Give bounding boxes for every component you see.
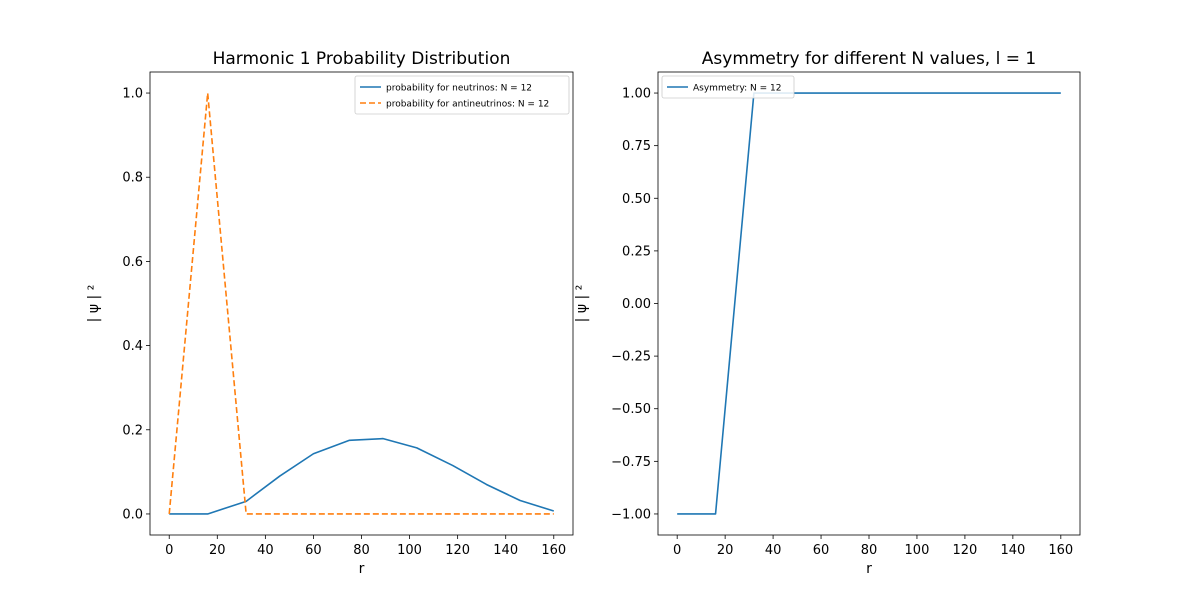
y-tick-label: 0.75 (622, 139, 651, 154)
x-tick-label: 160 (1048, 543, 1073, 558)
x-tick-label: 120 (952, 543, 977, 558)
x-tick-label: 120 (445, 543, 470, 558)
x-tick-label: 40 (257, 543, 274, 558)
legend-box (661, 75, 795, 99)
x-tick-label: 60 (305, 543, 322, 558)
series-line-1 (677, 92, 1061, 515)
chart-panel-2: Asymmetry for different N values, l = 1 0… (574, 49, 1081, 577)
y-tick-label: −0.75 (611, 455, 651, 470)
x-tick-label: 20 (209, 543, 226, 558)
x-tick-label: 140 (1000, 543, 1025, 558)
x-tick-label: 160 (541, 543, 566, 558)
y-tick-label: 0.50 (622, 192, 651, 207)
series-line-2 (168, 92, 554, 515)
y-tick-label: −1.00 (611, 507, 651, 522)
x-axis-label: r (866, 561, 872, 577)
series-line-1 (169, 437, 555, 515)
y-tick-label: 1.00 (622, 87, 651, 102)
y-tick-label: 0.4 (122, 339, 143, 354)
x-tick-label: 60 (813, 543, 830, 558)
chart-title: Asymmetry for different N values, l = 1 (702, 49, 1036, 69)
legend-box (354, 75, 570, 115)
y-tick-label: 0.00 (622, 297, 651, 312)
y-tick-label: 1.0 (122, 87, 143, 102)
y-tick-label: 0.8 (122, 171, 143, 186)
x-tick-label: 0 (165, 543, 173, 558)
x-tick-label: 100 (905, 543, 930, 558)
y-tick-label: −0.25 (611, 350, 651, 365)
axes-frame (657, 71, 1081, 536)
y-tick-label: 0.0 (122, 507, 143, 522)
x-tick-label: 40 (765, 543, 782, 558)
y-tick-label: 0.25 (622, 244, 651, 259)
legend-label: probability for neutrinos: N = 12 (386, 84, 532, 94)
y-tick-label: 0.6 (122, 255, 143, 270)
chart-title: Harmonic 1 Probability Distribution (213, 49, 511, 69)
legend-label: Asymmetry: N = 12 (693, 84, 781, 94)
y-tick-label: −0.50 (611, 402, 651, 417)
chart-panel-1: Harmonic 1 Probability Distribution 0 20 40… (86, 49, 574, 577)
x-tick-label: 140 (493, 543, 518, 558)
y-axis-label: | ψ | ² (574, 285, 590, 323)
x-tick-label: 80 (861, 543, 878, 558)
legend-label: probability for antineutrinos: N = 12 (386, 100, 549, 110)
x-tick-label: 80 (353, 543, 370, 558)
legend: probability for neutrinos: N = 12 probabi… (354, 75, 570, 115)
y-tick-label: 0.2 (122, 423, 143, 438)
legend: Asymmetry: N = 12 (661, 75, 795, 99)
x-axis-label: r (359, 561, 365, 577)
axes-frame (149, 71, 574, 536)
x-tick-label: 100 (397, 543, 422, 558)
x-tick-label: 20 (717, 543, 734, 558)
x-tick-label: 0 (673, 543, 681, 558)
y-axis-label: | ψ | ² (86, 285, 102, 323)
